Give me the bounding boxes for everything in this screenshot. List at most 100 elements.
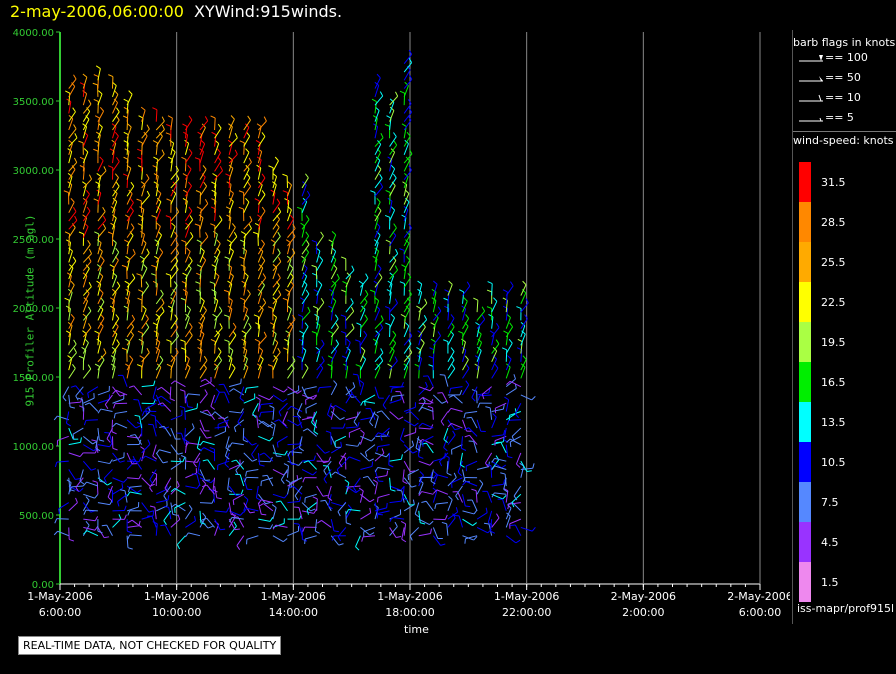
wind-barb [79,469,84,482]
wind-barb [418,427,431,430]
wind-barb [374,234,381,247]
wind-barb-flag [488,521,493,526]
wind-barb [374,250,380,263]
wind-barb-flag [169,139,174,144]
wind-barb [392,516,405,520]
wind-barb [117,493,128,502]
wind-barb [155,311,165,321]
wind-barb [469,434,478,445]
wind-barb-flag [346,346,351,352]
wind-barb-flag [259,412,262,418]
wind-barb-flag [116,107,120,113]
wind-barb [290,477,303,483]
wind-barb-flag [186,305,191,310]
wind-barb-flag [323,461,329,464]
wind-barb [82,293,90,305]
wind-barb [278,419,288,429]
wind-barb-flag [328,456,332,462]
wind-barb [418,319,428,330]
wind-barb-flag [107,496,113,501]
wind-barb-flag [85,496,90,501]
wind-barb [301,252,310,263]
wind-barb [462,308,467,321]
wind-barb [389,151,396,164]
wind-barb-flag [187,406,193,409]
wind-barb [68,469,76,480]
wind-barb [418,386,431,392]
wind-barb-flag [526,470,532,473]
wind-barb-flag [243,439,249,443]
wind-barb [401,527,405,540]
wind-barb [243,142,245,155]
wind-barb-flag [408,165,412,171]
barb-flag-5: == 5 [793,109,896,129]
wind-barb-flag [145,281,150,287]
wind-barb-flag [115,181,120,187]
wind-barb-flag [247,115,251,121]
wind-barb [199,317,206,329]
y-tick-label: 2000.00 [13,304,54,315]
wind-barb [82,310,92,321]
wind-barb [257,167,262,180]
wind-barb [374,242,379,255]
wind-barb [491,416,497,429]
wind-barb [141,110,146,122]
wind-barb-flag [172,289,177,294]
wind-barb-flag [70,198,75,203]
wind-barb-flag [510,281,514,287]
wind-barb [272,294,282,305]
wind-barb [68,176,73,189]
wind-barb [170,143,175,155]
wind-barb [403,309,410,321]
wind-barb-flag [430,424,434,430]
wind-barb-flag [261,132,266,137]
wind-barb [301,284,308,296]
wind-barb [243,308,249,321]
wind-barb [287,276,294,288]
wind-barb [126,168,132,180]
wind-barb-flag [394,91,399,97]
wind-barb [287,443,300,446]
wind-barb-flag [213,230,218,235]
wind-barb-flag [430,322,436,326]
speed-swatch [799,522,811,562]
wind-barb-flag [319,363,324,369]
wind-barb [112,135,119,147]
wind-barb [170,185,177,197]
wind-barb [360,318,368,329]
wind-barb [298,523,303,536]
wind-barb [174,380,186,388]
speed-label: 28.5 [821,216,846,229]
wind-barb-flag [140,446,145,450]
wind-barb [155,184,159,197]
wind-barb [175,503,186,512]
wind-barb-flag [418,422,423,428]
wind-barb-flag [130,434,136,437]
wind-barb-flag [425,381,428,387]
wind-barb [272,317,277,329]
wind-barb-flag [112,447,118,451]
wind-barb [257,302,267,313]
wind-barb [403,69,411,81]
wind-barb [97,460,110,465]
wind-barb [520,292,527,305]
wind-barb [228,502,232,515]
wind-barb-flag [483,522,490,525]
wind-barb [505,507,512,520]
wind-barb-flag [99,439,105,442]
wind-barb-flag [248,322,252,328]
wind-barb-flag [103,477,107,483]
wind-barb-flag [265,501,271,505]
wind-barb [126,535,129,548]
wind-barb-flag [303,264,308,269]
wind-barb-flag [163,505,169,508]
wind-barb [170,462,182,470]
wind-barb [68,111,76,122]
wind-barb [68,250,73,263]
wind-barb [301,184,307,197]
wind-barb [141,217,144,230]
wind-barb-flag [229,388,234,393]
wind-barb-flag [358,487,364,492]
wind-barb-flag [377,497,379,503]
wind-barb-flag [405,410,411,414]
